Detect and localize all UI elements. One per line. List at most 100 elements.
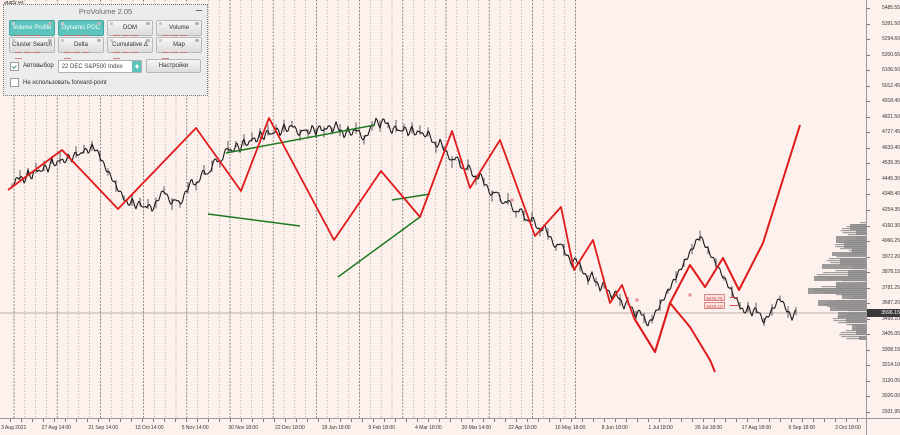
time-tick-label: 30 Mar 14:00 bbox=[462, 425, 491, 431]
time-tick bbox=[43, 419, 44, 422]
panel-button-delta[interactable]: Delta bbox=[58, 37, 104, 53]
time-tick bbox=[164, 419, 165, 422]
time-tick bbox=[802, 419, 803, 422]
time-tick bbox=[76, 419, 77, 422]
time-tick bbox=[681, 419, 682, 422]
panel-button-map[interactable]: Map bbox=[156, 37, 202, 53]
time-tick bbox=[395, 419, 396, 422]
price-tick bbox=[867, 288, 870, 289]
time-tick-label: 4 Mar 18:00 bbox=[415, 425, 442, 431]
time-tick-label: 1 Jul 18:00 bbox=[648, 425, 672, 431]
button-underline-icon bbox=[15, 49, 49, 51]
time-tick bbox=[461, 419, 462, 422]
time-tick bbox=[98, 419, 99, 422]
time-tick bbox=[582, 419, 583, 422]
button-indicator-left-icon bbox=[61, 22, 64, 25]
price-tick bbox=[867, 24, 870, 25]
settings-button[interactable]: Настройки bbox=[146, 59, 201, 73]
time-tick bbox=[758, 419, 759, 422]
time-tick bbox=[857, 419, 858, 422]
time-tick bbox=[593, 419, 594, 422]
chart-price-level-tag: 3633.10 bbox=[704, 302, 725, 309]
time-tick bbox=[175, 419, 176, 422]
time-tick bbox=[241, 419, 242, 422]
price-tick-label: 3405.05 bbox=[882, 331, 900, 337]
price-tick bbox=[867, 39, 870, 40]
panel-button-cumulative[interactable]: Cumulative Δ bbox=[107, 37, 153, 53]
time-tick bbox=[318, 419, 319, 422]
price-tick-label: 4727.45 bbox=[882, 129, 900, 135]
time-tick bbox=[285, 419, 286, 422]
time-tick bbox=[494, 419, 495, 422]
time-tick-label: 16 May 18:00 bbox=[555, 425, 585, 431]
price-tick bbox=[867, 241, 870, 242]
panel-button-dynamic-poc[interactable]: Dynamic POC bbox=[58, 20, 104, 36]
chart-price-level-pointer bbox=[730, 297, 738, 298]
price-tick-label: 5012.45 bbox=[882, 83, 900, 89]
time-tick bbox=[274, 419, 275, 422]
price-tick-label: 5106.50 bbox=[882, 67, 900, 73]
panel-button-volume-profile[interactable]: Volume Profile bbox=[9, 20, 55, 36]
time-tick-label: 30 Nov 18:00 bbox=[228, 425, 258, 431]
time-tick bbox=[637, 419, 638, 422]
button-indicator-left-icon bbox=[12, 22, 15, 25]
time-tick bbox=[769, 419, 770, 422]
price-tick bbox=[867, 163, 870, 164]
time-tick bbox=[670, 419, 671, 422]
time-tick bbox=[87, 419, 88, 422]
time-tick bbox=[252, 419, 253, 422]
price-tick-label: 3026.00 bbox=[882, 393, 900, 399]
time-tick bbox=[648, 419, 649, 422]
panel-button-label: Map bbox=[173, 42, 185, 48]
price-tick bbox=[867, 412, 870, 413]
price-tick-label: 3687.20 bbox=[882, 300, 900, 306]
button-indicator-left-icon bbox=[159, 39, 162, 42]
time-tick-label: 26 Jul 18:00 bbox=[695, 425, 722, 431]
price-tick-label: 4254.35 bbox=[882, 207, 900, 213]
price-tick bbox=[867, 179, 870, 180]
spinner-arrows-icon[interactable] bbox=[132, 61, 141, 72]
time-tick bbox=[813, 419, 814, 422]
time-tick-label: 17 Aug 18:00 bbox=[742, 425, 771, 431]
instrument-select[interactable]: 22 DEC S&P500 Index bbox=[58, 60, 142, 73]
price-tick bbox=[867, 257, 870, 258]
time-tick bbox=[571, 419, 572, 422]
time-tick bbox=[219, 419, 220, 422]
provolume-panel[interactable]: ProVolume 2.05 Volume ProfileDynamic POC… bbox=[3, 4, 208, 96]
time-tick bbox=[626, 419, 627, 422]
price-scale[interactable]: 5485.555391.505294.605200.555106.505012.… bbox=[866, 0, 900, 418]
minimize-icon[interactable] bbox=[196, 10, 202, 11]
panel-button-label: DOM bbox=[123, 25, 137, 31]
time-tick-label: 22 Apr 18:00 bbox=[508, 425, 536, 431]
time-tick bbox=[527, 419, 528, 422]
time-scale[interactable]: 3 Aug 202127 Aug 14:0021 Sep 14:0013 Oct… bbox=[0, 418, 866, 435]
price-tick bbox=[867, 272, 870, 273]
time-tick bbox=[373, 419, 374, 422]
forward-point-checkbox[interactable] bbox=[10, 78, 19, 87]
button-underline-icon bbox=[113, 49, 147, 51]
button-indicator-right-icon bbox=[48, 39, 52, 42]
panel-button-dom[interactable]: DOM bbox=[107, 20, 153, 36]
button-indicator-left-icon bbox=[12, 39, 15, 42]
time-tick bbox=[505, 419, 506, 422]
time-tick bbox=[560, 419, 561, 422]
price-tick bbox=[867, 8, 870, 9]
button-indicator-left-icon bbox=[159, 22, 162, 25]
wave-marker bbox=[635, 298, 639, 302]
panel-button-label: Volume bbox=[169, 25, 189, 31]
button-underline-icon bbox=[15, 32, 49, 34]
panel-button-cluster-search[interactable]: Cluster Search bbox=[9, 37, 55, 53]
price-tick bbox=[867, 334, 870, 335]
time-tick bbox=[604, 419, 605, 422]
time-tick bbox=[791, 419, 792, 422]
price-tick-label: 3308.15 bbox=[882, 347, 900, 353]
price-tick-label: 3972.20 bbox=[882, 254, 900, 260]
time-tick bbox=[351, 419, 352, 422]
time-tick bbox=[439, 419, 440, 422]
time-tick bbox=[362, 419, 363, 422]
panel-button-volume[interactable]: Volume bbox=[156, 20, 202, 36]
autoselect-checkbox[interactable] bbox=[10, 62, 19, 71]
time-tick-label: 21 Sep 14:00 bbox=[88, 425, 118, 431]
time-tick-label: 9 Feb 18:00 bbox=[368, 425, 395, 431]
time-tick bbox=[450, 419, 451, 422]
